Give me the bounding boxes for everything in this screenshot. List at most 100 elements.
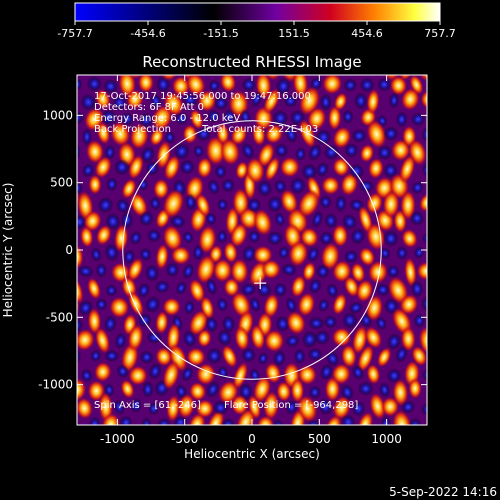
bright-fringe (149, 127, 164, 146)
dark-fringe (293, 348, 306, 365)
dark-fringe (375, 316, 388, 331)
dark-fringe (241, 142, 255, 160)
dark-fringe (248, 230, 261, 244)
dark-fringe (221, 178, 236, 193)
bright-fringe (426, 140, 445, 162)
dark-fringe (221, 315, 236, 333)
bright-fringe (263, 293, 279, 318)
dark-fringe (116, 198, 130, 214)
bright-fringe (87, 277, 101, 300)
dark-fringe (146, 228, 161, 243)
bright-fringe (401, 88, 420, 111)
dark-fringe (421, 232, 427, 245)
bright-fringe (245, 157, 265, 184)
bright-fringe (129, 192, 148, 217)
dark-fringe (273, 350, 286, 367)
dark-fringe (344, 142, 359, 158)
dark-fringe (144, 295, 161, 313)
bright-fringe (128, 154, 144, 180)
bright-fringe (186, 75, 206, 96)
bright-fringe (263, 88, 280, 114)
dark-fringe (383, 126, 399, 141)
x-tick-label: 0 (248, 432, 256, 446)
bright-fringe (400, 190, 416, 221)
dark-fringe (383, 230, 399, 247)
bright-fringe (426, 311, 446, 334)
x-tick-label: 500 (308, 432, 331, 446)
x-tick-label: 1000 (371, 432, 402, 446)
dark-fringe (308, 278, 322, 294)
bright-fringe (153, 178, 169, 200)
x-tick-label: -1000 (100, 432, 135, 446)
dark-fringe (101, 109, 117, 126)
bright-fringe (87, 308, 102, 335)
dark-fringe (214, 96, 229, 111)
dark-fringe (221, 417, 235, 425)
dark-fringe (182, 231, 194, 244)
dark-fringe (139, 247, 152, 261)
dark-fringe (140, 146, 155, 164)
bright-fringe (332, 396, 351, 420)
dark-fringe (182, 93, 199, 107)
bright-fringe (198, 225, 217, 254)
bright-fringe (265, 124, 283, 144)
bright-fringe (236, 408, 256, 425)
dark-fringe (80, 93, 97, 111)
bright-fringe (332, 327, 352, 347)
dark-fringe (154, 280, 170, 294)
dark-fringe (90, 349, 102, 363)
bright-fringe (95, 89, 111, 110)
dark-fringe (274, 143, 289, 158)
dark-fringe (141, 417, 152, 425)
bright-fringe (88, 174, 102, 195)
dark-fringe (335, 195, 347, 213)
dark-fringe (308, 143, 322, 161)
dark-fringe (241, 245, 257, 263)
dark-fringe (307, 246, 320, 263)
plot-area (61, 75, 446, 425)
bright-fringe (129, 123, 149, 150)
bright-fringe (366, 89, 380, 115)
bright-fringe (120, 379, 135, 399)
dark-fringe (357, 381, 374, 396)
dark-fringe (206, 347, 223, 365)
bright-fringe (86, 140, 104, 164)
bright-fringe (426, 378, 427, 400)
bright-fringe (334, 92, 348, 111)
chart-title: Reconstructed RHESSI Image (142, 53, 361, 71)
dark-fringe (319, 93, 332, 111)
dark-fringe (77, 317, 84, 333)
bright-fringe (213, 258, 233, 283)
dark-fringe (319, 195, 332, 209)
dark-fringe (173, 416, 188, 425)
center-marker (254, 277, 267, 290)
bright-fringe (261, 259, 281, 279)
dark-fringe (311, 210, 324, 228)
y-tick-label: 500 (50, 176, 73, 190)
dark-fringe (139, 210, 154, 227)
dark-fringe (375, 283, 390, 297)
bright-fringe (356, 279, 374, 303)
dark-fringe (150, 93, 162, 108)
bright-fringe (264, 329, 285, 352)
bright-fringe (279, 156, 300, 178)
bright-fringe (163, 91, 184, 117)
dark-fringe (273, 418, 285, 425)
dark-fringe (326, 283, 339, 298)
dark-fringe (359, 77, 375, 93)
annotation-detectors: Detectors: 6F 8F Att 0 (94, 102, 204, 113)
dark-fringe (139, 112, 154, 128)
bright-fringe (253, 245, 273, 265)
bright-fringe (223, 241, 238, 264)
bright-fringe (325, 415, 342, 425)
dark-fringe (413, 246, 425, 259)
bright-fringe (61, 120, 78, 148)
dark-fringe (114, 332, 127, 350)
dark-fringe (275, 315, 291, 333)
x-axis-label: Heliocentric X (arcsec) (184, 447, 320, 461)
dark-fringe (212, 400, 229, 416)
dark-fringe (148, 362, 162, 380)
dark-fringe (144, 264, 160, 282)
bright-fringe (302, 261, 316, 282)
bright-fringe (109, 296, 130, 318)
